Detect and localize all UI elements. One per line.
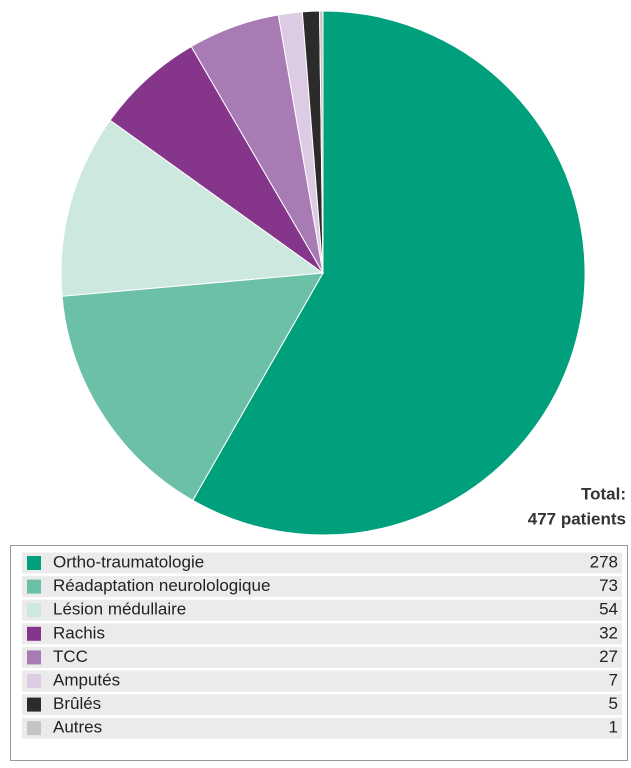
legend-value: 32	[599, 623, 618, 642]
legend-swatch	[27, 674, 41, 688]
legend-row	[22, 576, 622, 598]
legend-value: 1	[609, 718, 618, 737]
legend-value: 7	[609, 670, 618, 689]
legend-swatch	[27, 579, 41, 594]
legend-swatch	[27, 650, 41, 665]
legend-value: 5	[609, 694, 618, 713]
legend-label: Lésion médullaire	[53, 600, 186, 619]
legend-label: Autres	[53, 718, 102, 737]
legend-row	[22, 694, 622, 716]
total-label: Total:	[581, 484, 626, 503]
legend-label: Rachis	[53, 623, 105, 642]
legend-row	[22, 670, 622, 692]
legend-swatch	[27, 556, 41, 570]
legend-value: 27	[599, 647, 618, 666]
legend-swatch	[27, 603, 41, 618]
legend-label: Brûlés	[53, 694, 101, 713]
legend-swatch	[27, 721, 41, 736]
legend-label: Amputés	[53, 670, 120, 689]
total-value: 477 patients	[528, 509, 626, 528]
pie-slice	[60, 119, 325, 297]
legend-row	[22, 552, 622, 574]
legend-row	[22, 646, 622, 668]
legend-value: 73	[599, 576, 618, 595]
legend-box	[10, 545, 628, 761]
legend-value: 54	[599, 600, 618, 619]
pie-slice	[61, 272, 324, 502]
legend-swatch	[27, 626, 41, 641]
legend-row	[22, 623, 622, 645]
legend-row	[22, 599, 622, 621]
legend-label: Réadaptation neurolologique	[53, 576, 270, 595]
pie-slice	[192, 10, 586, 536]
legend-swatch	[27, 697, 41, 712]
pie-slice	[109, 45, 324, 274]
legend-label: TCC	[53, 647, 88, 666]
pie-slice	[319, 10, 324, 274]
legend-value: 278	[590, 552, 618, 571]
legend-row	[22, 717, 622, 739]
legend-label: Ortho-traumatologie	[53, 552, 204, 571]
